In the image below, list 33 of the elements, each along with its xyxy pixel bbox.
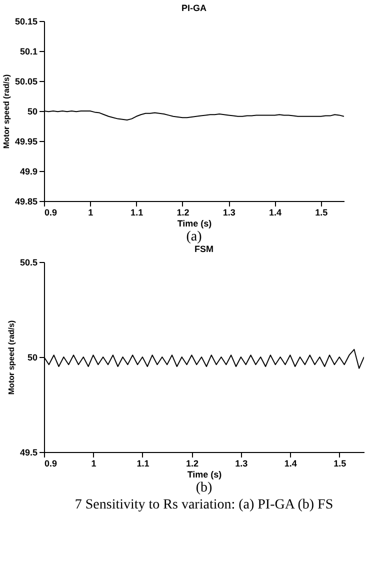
- x-tick-label: 0.9: [44, 208, 58, 218]
- text: 7 Sensitivity to Rs variation: (a) PI-GA (b) FS: [74, 498, 334, 512]
- x-tick-label: 1.4: [284, 458, 297, 468]
- y-tick-label: 49.9: [20, 166, 38, 176]
- y-tick-label: 50.1: [20, 46, 38, 56]
- x-tick-label: 0.9: [44, 458, 58, 468]
- x-tick-label: 1.1: [130, 208, 144, 218]
- chart-title: FSM: [194, 244, 214, 254]
- y-axis-title: Motor speed (rad/s): [6, 320, 16, 395]
- y-tick-label: 49.85: [14, 196, 38, 206]
- text: (a): [186, 230, 202, 244]
- x-tick-label: 1.1: [136, 458, 150, 468]
- y-tick-label: 49.5: [20, 448, 38, 458]
- y-tick-label: 50.15: [14, 16, 38, 26]
- x-axis-title: Time (s): [187, 470, 222, 480]
- y-tick-label: 50.5: [20, 258, 38, 268]
- x-tick-label: 1.5: [315, 208, 328, 218]
- x-tick-label: 1: [91, 458, 96, 468]
- y-tick-label: 50.05: [14, 76, 38, 86]
- text: (b): [196, 480, 212, 496]
- x-tick-label: 1.5: [334, 458, 346, 468]
- y-axis-title: Motor speed (rad/s): [2, 74, 11, 149]
- chart-title: PI-GA: [181, 3, 207, 13]
- x-tick-label: 1.2: [186, 458, 198, 468]
- x-tick-label: 1.4: [269, 208, 282, 218]
- x-tick-label: 1.3: [235, 458, 248, 468]
- y-tick-label: 50: [27, 352, 38, 362]
- x-tick-label: 1.2: [176, 208, 190, 218]
- y-tick-label: 49.95: [14, 136, 38, 146]
- x-tick-label: 1.3: [222, 208, 236, 218]
- x-tick-label: 1: [88, 208, 94, 218]
- y-tick-label: 50: [27, 106, 38, 116]
- x-axis-title: Time (s): [177, 218, 212, 228]
